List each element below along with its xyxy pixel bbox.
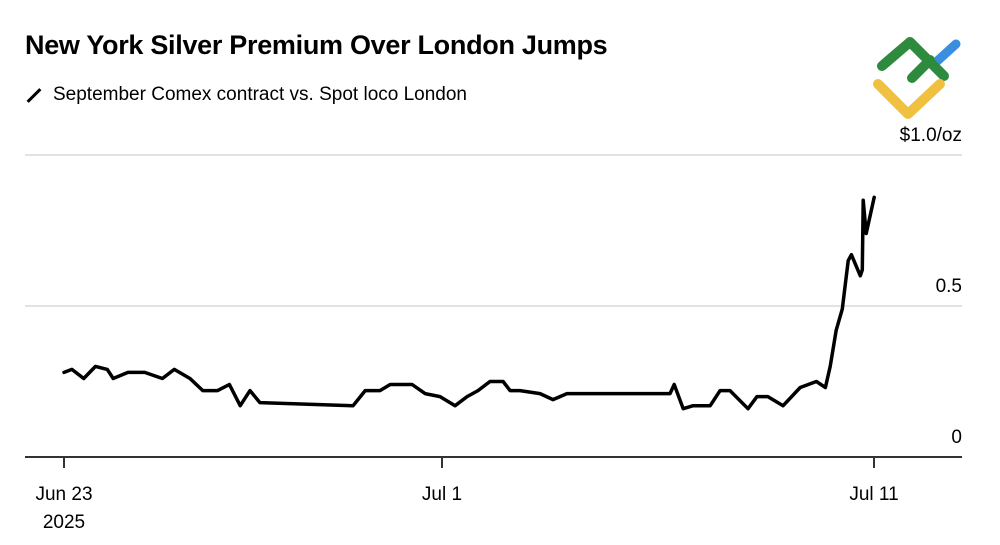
chart-title: New York Silver Premium Over London Jump…: [25, 30, 608, 60]
x-tick-label: Jul 1: [422, 484, 462, 505]
legend: September Comex contract vs. Spot loco L…: [25, 84, 467, 106]
x-tick-label: Jul 11: [849, 484, 898, 505]
brand-logo: [873, 37, 961, 119]
y-tick-label: 0: [951, 427, 962, 448]
series-line: [62, 195, 876, 411]
legend-label: September Comex contract vs. Spot loco L…: [53, 84, 468, 105]
x-tick-label: Jun 23: [35, 484, 92, 505]
y-tick-label: 0.5: [936, 276, 962, 297]
x-tick-sublabel: 2025: [43, 512, 85, 533]
y-tick-label: $1.0/oz: [900, 125, 962, 146]
